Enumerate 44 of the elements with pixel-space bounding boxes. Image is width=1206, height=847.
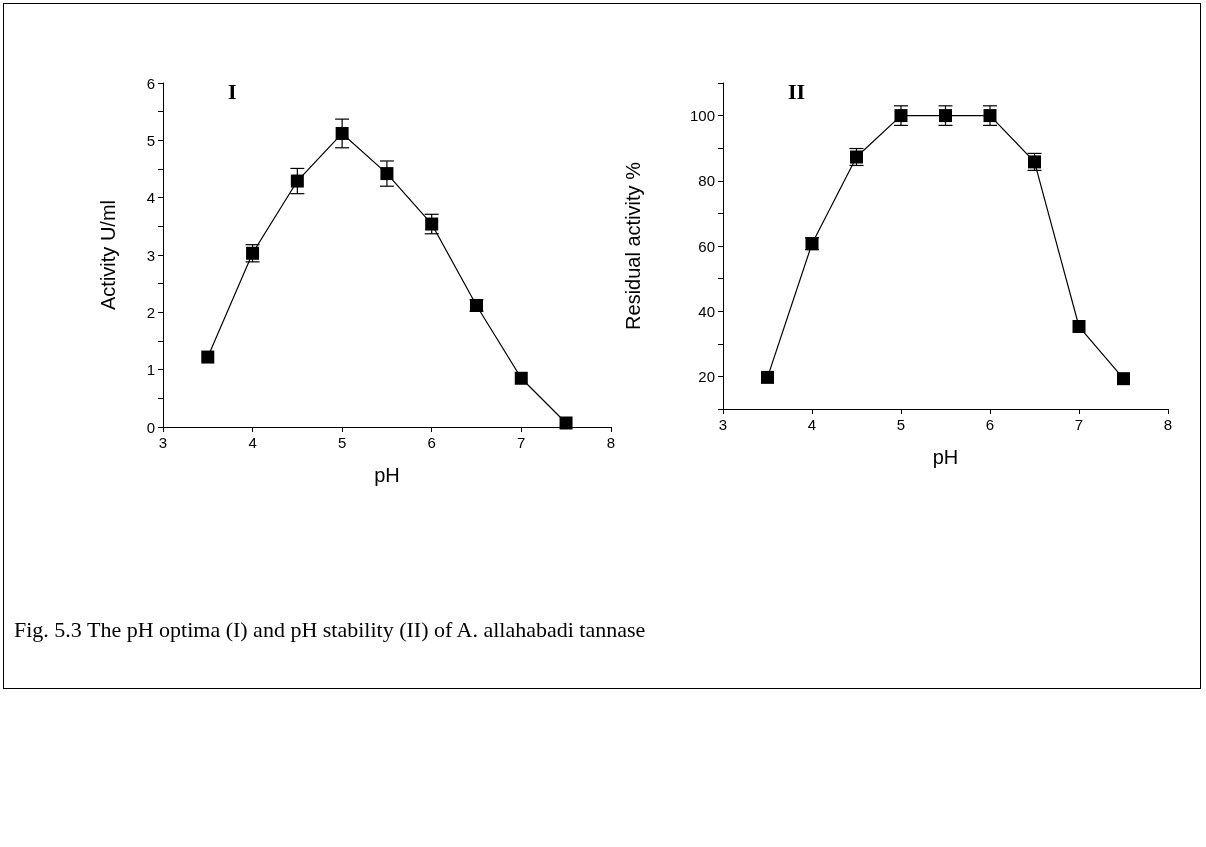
- point: [290, 174, 304, 188]
- point: [425, 217, 439, 231]
- x-tick-label: 6: [985, 416, 995, 433]
- x-tick-label: 4: [807, 416, 817, 433]
- x-tick-label: 7: [1074, 416, 1084, 433]
- y-axis-title: Residual activity %: [622, 161, 644, 330]
- y-tick-label: 80: [698, 172, 715, 190]
- chart-title: I: [228, 78, 237, 104]
- x-tick-label: 4: [248, 434, 257, 451]
- y-tick-label: 1: [146, 361, 155, 379]
- chart-title: II: [788, 78, 806, 104]
- point: [201, 350, 215, 364]
- y-tick-label: 0: [146, 418, 155, 436]
- x-tick-label: 6: [427, 434, 436, 451]
- y-tick-label: 60: [698, 237, 715, 255]
- y-tick-label: 2: [146, 303, 155, 321]
- point: [761, 370, 774, 384]
- point: [983, 109, 997, 123]
- y-tick-label: 3: [146, 246, 155, 264]
- y-tick-label: 4: [146, 189, 155, 207]
- y-tick-label: 6: [146, 74, 155, 92]
- point: [1117, 372, 1130, 386]
- x-tick-label: 5: [896, 416, 906, 433]
- x-tick-label: 7: [517, 434, 526, 451]
- y-tick-label: 5: [146, 131, 155, 149]
- x-axis-title: pH: [932, 446, 959, 468]
- y-tick-label: 20: [698, 367, 715, 385]
- y-tick-label: 100: [689, 107, 715, 125]
- point: [559, 416, 573, 430]
- x-tick-label: 8: [606, 434, 615, 451]
- x-tick-label: 8: [1163, 416, 1173, 433]
- point: [335, 126, 349, 140]
- x-axis-title: pH: [374, 464, 400, 486]
- x-tick-label: 3: [158, 434, 168, 451]
- point: [380, 167, 394, 181]
- x-tick-label: 3: [718, 416, 728, 433]
- x-tick-label: 5: [337, 434, 347, 451]
- point: [514, 371, 528, 385]
- y-tick-label: 40: [698, 302, 715, 320]
- point: [1072, 320, 1086, 334]
- point: [894, 109, 908, 123]
- point: [939, 109, 952, 123]
- caption: Fig. 5.3 The pH optima (I) and pH stability (II) of A. allahabadi tannase: [14, 617, 646, 643]
- y-axis-title: Activity U/ml: [97, 200, 119, 310]
